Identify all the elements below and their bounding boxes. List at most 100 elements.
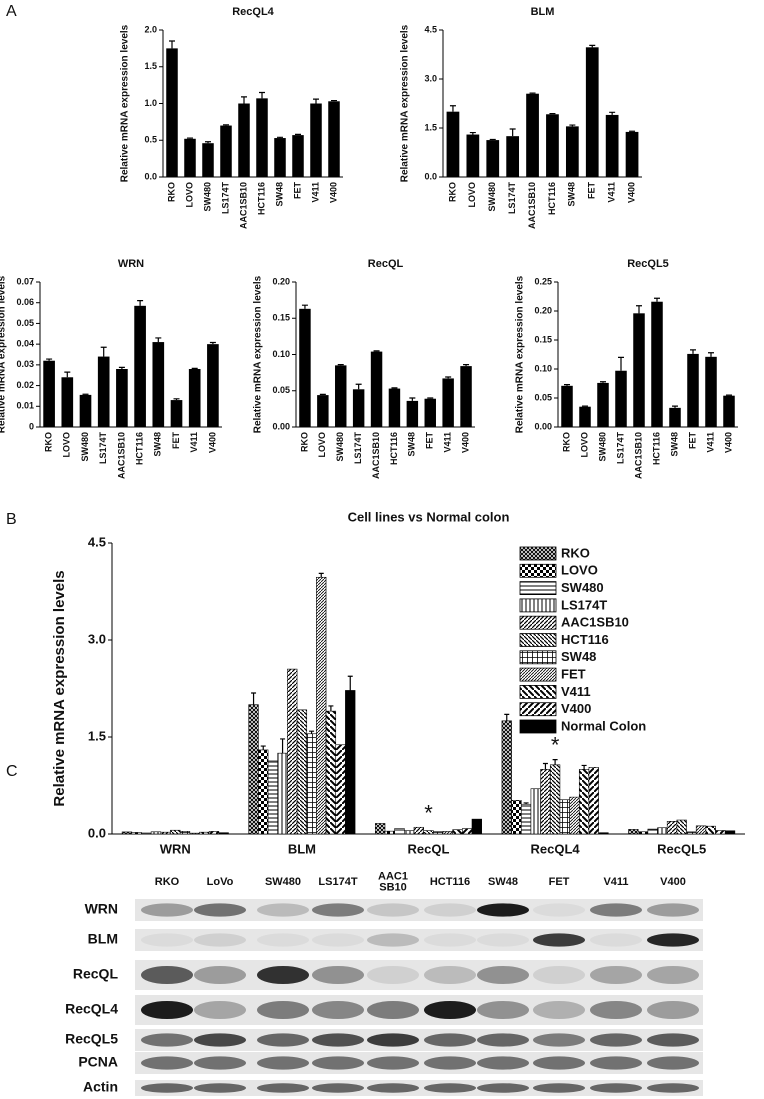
- y-tick-label: 0.15: [534, 334, 552, 344]
- error-bar: [191, 367, 198, 369]
- legend-swatch: [519, 702, 557, 717]
- blot-row-label: RecQL: [73, 966, 119, 982]
- x-tick-label: SW480: [80, 432, 90, 462]
- x-tick-label: LOVO: [184, 182, 194, 208]
- bar: [565, 126, 579, 177]
- y-tick-label: 0: [29, 421, 34, 431]
- error-bar: [449, 105, 456, 112]
- bar: [723, 395, 735, 427]
- y-tick-label: 0.02: [16, 380, 34, 390]
- error-bar: [618, 356, 624, 371]
- x-tick-label: FET: [292, 181, 302, 199]
- blot-band: [312, 1083, 364, 1093]
- x-tick-label: SW48: [407, 432, 417, 457]
- blot-column-label: LoVo: [207, 876, 234, 888]
- x-tick-label: V400: [723, 432, 733, 453]
- bar: [695, 825, 707, 835]
- bar: [375, 823, 386, 835]
- error-bar: [609, 111, 616, 115]
- error-bar: [564, 384, 570, 386]
- x-tick-label: RecQL4: [531, 841, 581, 856]
- blot-column-label: LS174T: [318, 876, 357, 888]
- chart-title: RecQL5: [627, 258, 669, 270]
- legend-swatch: [519, 546, 557, 561]
- bar: [597, 382, 609, 427]
- error-bar: [337, 364, 344, 366]
- bar: [258, 749, 269, 835]
- bar: [208, 831, 220, 835]
- y-tick-label: 0.15: [272, 313, 290, 323]
- y-axis-label: Relative mRNA expression levels: [400, 24, 411, 182]
- error-bar: [169, 40, 175, 49]
- error-bar: [726, 394, 732, 396]
- y-tick-label: 1.0: [144, 98, 157, 108]
- x-tick-label: V411: [189, 432, 199, 453]
- bar: [170, 829, 181, 835]
- bar: [335, 365, 347, 427]
- error-bar: [489, 138, 496, 141]
- y-tick-label: 4.5: [88, 534, 106, 549]
- blot-band: [533, 966, 585, 984]
- x-tick-label: SW480: [335, 432, 345, 462]
- bar: [335, 744, 346, 835]
- blot-band: [477, 1083, 529, 1093]
- x-tick-label: RecQL: [408, 841, 450, 856]
- bar: [452, 829, 463, 835]
- legend-swatch: [519, 650, 557, 665]
- bar: [202, 143, 214, 177]
- legend-swatch: [519, 581, 557, 595]
- x-tick-label: FET: [425, 431, 435, 449]
- error-bar: [636, 305, 642, 314]
- error-bar: [445, 376, 452, 379]
- y-tick-label: 0.04: [16, 339, 34, 349]
- chart-title: Cell lines vs Normal colon: [348, 509, 510, 524]
- blot-band: [647, 933, 699, 947]
- blot-band: [647, 1083, 699, 1093]
- blot-band: [590, 933, 642, 947]
- bar: [370, 351, 383, 427]
- blot-band: [590, 1033, 642, 1047]
- blot-band: [312, 1033, 364, 1047]
- error-bar: [549, 113, 556, 115]
- bar: [394, 828, 405, 835]
- blot-band: [141, 933, 193, 947]
- x-tick-label: V400: [626, 182, 636, 203]
- blot-band: [590, 966, 642, 984]
- blot-band: [533, 1056, 585, 1070]
- x-tick-label: HCT116: [547, 182, 557, 215]
- error-bar: [155, 337, 162, 343]
- error-bar: [187, 137, 193, 139]
- error-bar: [469, 131, 476, 135]
- blot-row-label: Actin: [83, 1079, 118, 1095]
- y-tick-label: 0.05: [16, 318, 34, 328]
- y-axis-label: Relative mRNA expression levels: [0, 275, 8, 433]
- bar: [61, 377, 74, 427]
- y-axis-label: Relative mRNA expression levels: [515, 275, 526, 433]
- bar: [188, 369, 201, 427]
- bar: [546, 114, 559, 177]
- bar: [724, 830, 736, 835]
- bar: [637, 831, 649, 835]
- error-bar: [313, 98, 319, 104]
- legend-swatch: [519, 633, 557, 647]
- blot-band: [141, 966, 193, 984]
- blot-band: [477, 1001, 529, 1019]
- blot-column-label: V411: [603, 876, 628, 888]
- bar: [116, 369, 128, 427]
- legend-swatch: [519, 719, 557, 734]
- y-tick-label: 0.10: [534, 363, 552, 373]
- y-tick-label: 0.25: [534, 276, 552, 286]
- legend-label: SW480: [561, 580, 604, 595]
- blot-band: [533, 1033, 585, 1047]
- x-tick-label: V400: [207, 432, 217, 453]
- y-tick-label: 2.0: [144, 24, 157, 34]
- blot-band: [424, 1083, 476, 1093]
- blot-column-label: SW48: [488, 876, 518, 888]
- bar: [406, 400, 419, 427]
- legend-swatch: [519, 598, 557, 613]
- blot-band: [477, 903, 529, 917]
- error-bar: [581, 764, 587, 770]
- x-tick-label: LS174T: [98, 431, 108, 464]
- y-tick-label: 0.20: [534, 305, 552, 315]
